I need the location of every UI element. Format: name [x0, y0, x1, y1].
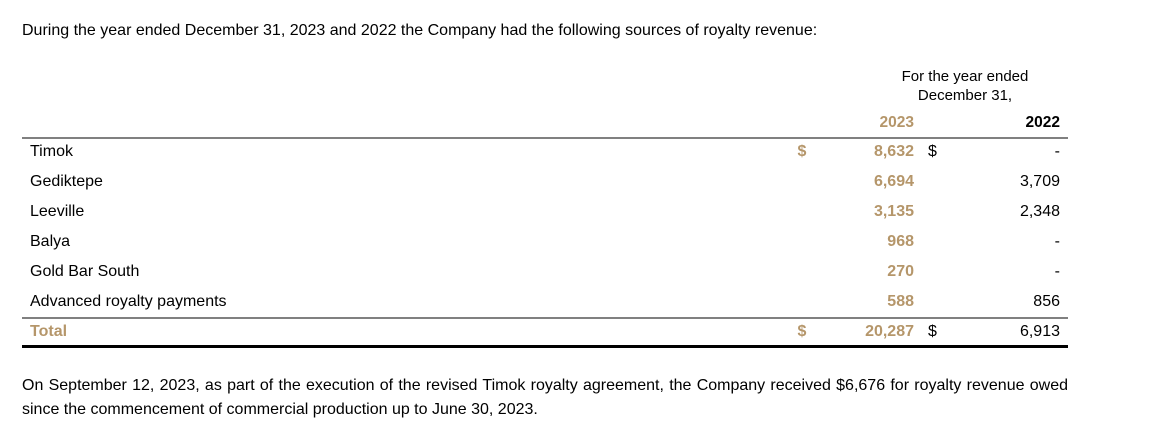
row-label: Advanced royalty payments [30, 293, 227, 310]
header-2023: 2023 [879, 114, 914, 131]
header-line-1: For the year ended [901, 68, 1029, 85]
currency-symbol: $ [797, 143, 807, 160]
subtotal-divider [22, 317, 1068, 319]
value-2022: - [1054, 143, 1060, 160]
total-2022: 6,913 [1019, 323, 1060, 340]
row-label: Balya [30, 233, 71, 250]
table-row: Gediktepe 6,694 3,709 [22, 168, 1068, 198]
table-row: Timok $ $8,632 - [22, 138, 1068, 168]
table-row: Balya 968 - [22, 228, 1068, 258]
row-label: Timok [30, 143, 73, 160]
table-row: Gold Bar South 270 - [22, 258, 1068, 288]
row-label: Gold Bar South [30, 263, 140, 280]
value-2022: - [1054, 233, 1060, 250]
value-2023: 270 [887, 263, 914, 280]
row-label: Leeville [30, 203, 85, 220]
total-2023: 20,287 [865, 323, 914, 340]
value-2023: 6,694 [873, 173, 914, 190]
total-divider [22, 345, 1068, 348]
table-row: Advanced royalty payments 588 856 [22, 288, 1068, 318]
currency-symbol: $ [928, 323, 937, 340]
table-row: Leeville 3,135 2,348 [22, 198, 1068, 228]
total-label: Total [30, 323, 68, 340]
header-line-2: December 31, [917, 87, 1013, 104]
value-2023: 588 [887, 293, 914, 310]
row-label: Gediktepe [30, 173, 103, 190]
value-2022: 3,709 [1019, 173, 1060, 190]
value-2023: 3,135 [873, 203, 914, 220]
intro-text: During the year ended December 31, 2023 … [22, 22, 818, 39]
header-divider [22, 137, 1068, 139]
header-2022: 2022 [1025, 114, 1060, 131]
value-2022: - [1054, 263, 1060, 280]
footnote: On September 12, 2023, as part of the ex… [22, 377, 1068, 418]
column-group-header: For the year ended December 31, [870, 67, 1060, 105]
value-2022: 856 [1033, 293, 1060, 310]
currency-symbol: $ [928, 143, 937, 160]
value-2023: 8,632 [873, 143, 914, 160]
value-2022: 2,348 [1019, 203, 1060, 220]
currency-symbol: $ [797, 323, 807, 340]
total-row: Total $ 20,287 $ 6,913 [22, 318, 1068, 348]
value-2023: 968 [887, 233, 914, 250]
